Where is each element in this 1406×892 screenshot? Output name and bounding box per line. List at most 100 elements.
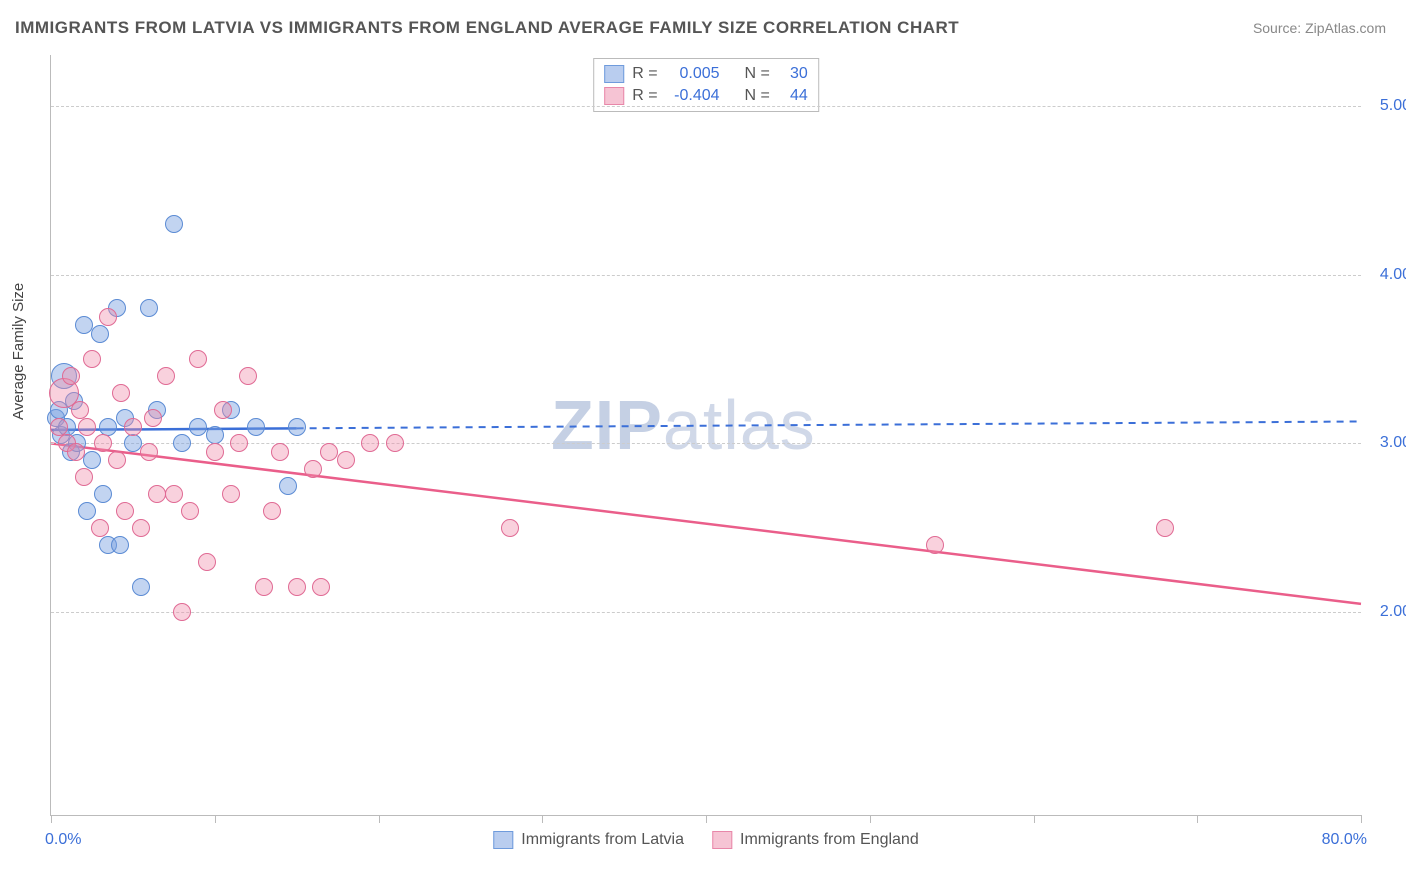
chart-title: IMMIGRANTS FROM LATVIA VS IMMIGRANTS FRO… <box>15 18 959 38</box>
x-tick <box>1034 815 1035 823</box>
scatter-point <box>361 434 379 452</box>
scatter-point <box>189 350 207 368</box>
x-tick <box>706 815 707 823</box>
scatter-point <box>148 485 166 503</box>
x-tick <box>379 815 380 823</box>
y-tick-label: 2.00 <box>1366 603 1406 621</box>
scatter-point <box>62 367 80 385</box>
scatter-point <box>132 578 150 596</box>
scatter-point <box>111 536 129 554</box>
scatter-point <box>99 308 117 326</box>
scatter-point <box>926 536 944 554</box>
scatter-point <box>94 434 112 452</box>
plot-area: ZIPatlas R =0.005 N =30R =-0.404 N =44 I… <box>50 55 1361 816</box>
gridline-h <box>51 106 1361 107</box>
scatter-point <box>181 502 199 520</box>
legend-stats-row: R = 0.005 N = 30 <box>604 63 808 85</box>
stat-n-value: 30 <box>778 63 808 85</box>
stat-r-value: -0.404 <box>666 85 720 107</box>
scatter-point <box>247 418 265 436</box>
scatter-point <box>239 367 257 385</box>
scatter-point <box>75 316 93 334</box>
x-tick <box>870 815 871 823</box>
scatter-point <box>116 502 134 520</box>
scatter-point <box>83 451 101 469</box>
x-tick <box>215 815 216 823</box>
y-tick-label: 3.00 <box>1366 434 1406 452</box>
scatter-point <box>50 418 68 436</box>
scatter-point <box>501 519 519 537</box>
y-axis-label: Average Family Size <box>10 283 27 420</box>
stat-r-value: 0.005 <box>666 63 720 85</box>
scatter-point <box>144 409 162 427</box>
stat-n-label: N = <box>744 63 769 85</box>
scatter-point <box>83 350 101 368</box>
scatter-point <box>222 485 240 503</box>
scatter-point <box>91 519 109 537</box>
stat-n-label: N = <box>744 85 769 107</box>
scatter-point <box>157 367 175 385</box>
y-tick-label: 5.00 <box>1366 97 1406 115</box>
scatter-point <box>320 443 338 461</box>
scatter-point <box>271 443 289 461</box>
legend-bottom: Immigrants from Latvia Immigrants from En… <box>493 831 918 849</box>
scatter-point <box>189 418 207 436</box>
scatter-point <box>337 451 355 469</box>
scatter-point <box>1156 519 1174 537</box>
scatter-point <box>165 485 183 503</box>
scatter-point <box>99 418 117 436</box>
scatter-point <box>206 443 224 461</box>
legend-stats-row: R = -0.404 N = 44 <box>604 85 808 107</box>
legend-label: Immigrants from Latvia <box>521 831 684 849</box>
scatter-point <box>124 418 142 436</box>
stat-n-value: 44 <box>778 85 808 107</box>
legend-swatch <box>493 831 513 849</box>
gridline-h <box>51 275 1361 276</box>
scatter-point <box>279 477 297 495</box>
x-tick <box>542 815 543 823</box>
stat-r-label: R = <box>632 63 657 85</box>
gridline-h <box>51 612 1361 613</box>
legend-item: Immigrants from England <box>712 831 919 849</box>
scatter-point <box>112 384 130 402</box>
scatter-point <box>140 299 158 317</box>
legend-swatch <box>604 65 624 83</box>
scatter-point <box>214 401 232 419</box>
scatter-point <box>124 434 142 452</box>
chart-container: IMMIGRANTS FROM LATVIA VS IMMIGRANTS FRO… <box>0 0 1406 892</box>
x-tick <box>51 815 52 823</box>
scatter-point <box>230 434 248 452</box>
legend-label: Immigrants from England <box>740 831 919 849</box>
scatter-point <box>173 603 191 621</box>
x-tick <box>1197 815 1198 823</box>
scatter-point <box>312 578 330 596</box>
scatter-point <box>91 325 109 343</box>
trend-line-dashed <box>297 421 1361 428</box>
scatter-point <box>263 502 281 520</box>
scatter-point <box>67 443 85 461</box>
scatter-point <box>288 578 306 596</box>
scatter-point <box>140 443 158 461</box>
y-tick-label: 4.00 <box>1366 266 1406 284</box>
legend-swatch <box>604 87 624 105</box>
scatter-point <box>206 426 224 444</box>
scatter-point <box>71 401 89 419</box>
scatter-point <box>304 460 322 478</box>
legend-swatch <box>712 831 732 849</box>
legend-stats-box: R = 0.005 N = 30 R = -0.404 N = 44 <box>593 58 819 112</box>
scatter-point <box>173 434 191 452</box>
scatter-point <box>108 451 126 469</box>
stat-r-label: R = <box>632 85 657 107</box>
x-tick <box>1361 815 1362 823</box>
scatter-point <box>288 418 306 436</box>
scatter-point <box>75 468 93 486</box>
scatter-point <box>94 485 112 503</box>
scatter-point <box>198 553 216 571</box>
scatter-point <box>78 502 96 520</box>
x-axis-max-label: 80.0% <box>1322 831 1367 849</box>
scatter-point <box>78 418 96 436</box>
scatter-point <box>255 578 273 596</box>
scatter-point <box>132 519 150 537</box>
chart-source: Source: ZipAtlas.com <box>1253 20 1386 36</box>
legend-item: Immigrants from Latvia <box>493 831 684 849</box>
